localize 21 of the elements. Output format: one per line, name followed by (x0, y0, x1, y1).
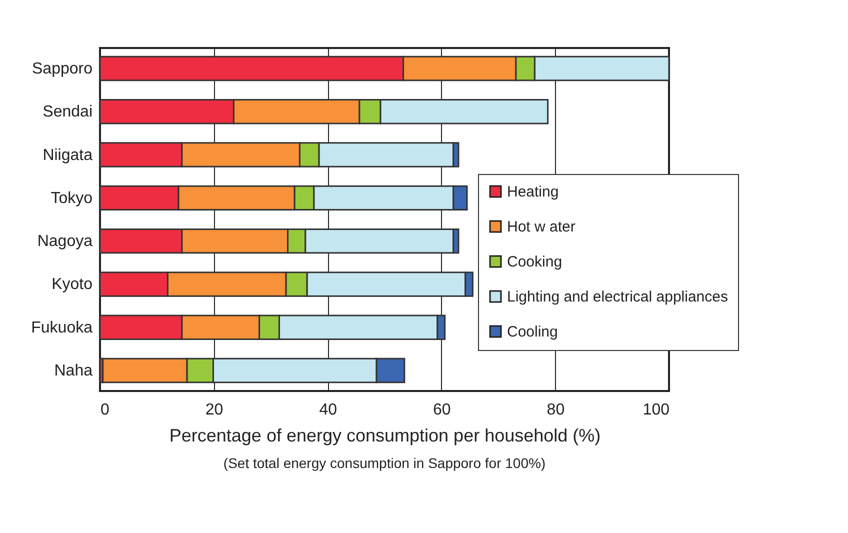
legend-label: Hot w ater (507, 218, 576, 236)
y-tick-label: Niigata (42, 146, 93, 164)
legend-label: Heating (507, 184, 559, 200)
x-tick-label: 20 (205, 402, 224, 418)
y-tick-label: Nagoya (37, 233, 93, 250)
y-tick-label: Tokyo (50, 190, 93, 207)
x-tick-label: 0 (100, 402, 110, 418)
y-tick-label: Naha (54, 362, 93, 380)
text: (Set total energy consumption in Sapporo for 100%) (223, 455, 546, 471)
y-tick-label: Sendai (42, 104, 92, 121)
x-tick-label: 80 (546, 402, 565, 418)
legend-label: Lighting and electrical appliances (507, 288, 728, 306)
y-tick-label: Fukuoka (31, 319, 93, 336)
legend-label: Cooling (507, 324, 558, 340)
x-axis-title: Percentage of energy consumption per household (%) (169, 426, 601, 446)
x-tick-label: 60 (433, 402, 451, 418)
x-tick-label: 100 (642, 402, 670, 418)
y-tick-label: Sapporo (32, 60, 93, 78)
x-tick-label: 40 (319, 402, 338, 418)
y-tick-label: Kyoto (52, 276, 93, 294)
legend-label: Cooking (507, 254, 562, 270)
